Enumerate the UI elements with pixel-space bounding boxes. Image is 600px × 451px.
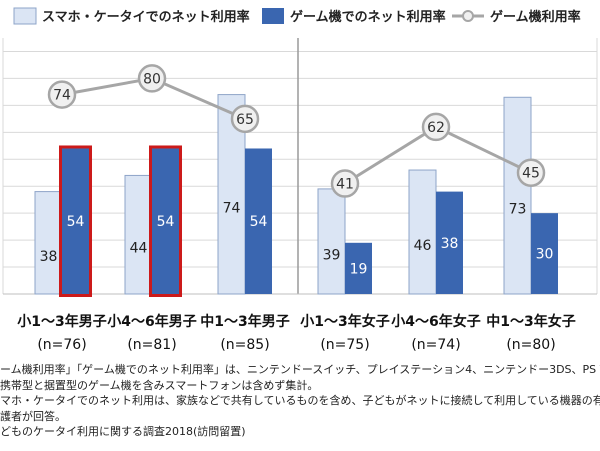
line-value-label: 74: [53, 88, 71, 104]
bar-smartphone: [503, 96, 532, 295]
n-label: (n=75): [320, 337, 369, 353]
bar-smartphone: [317, 188, 346, 295]
n-label: (n=74): [411, 337, 460, 353]
line-marker: [421, 112, 451, 142]
legend-label-game-use: ゲーム機利用率: [490, 9, 581, 25]
bar-game-net: [436, 191, 463, 294]
line-value-label: 62: [427, 120, 445, 136]
legend-marker-icon: [462, 10, 474, 22]
bar-value-smartphone: 74: [223, 200, 241, 216]
line-layer: 74 80 65 41 62 45: [47, 64, 546, 198]
n-label: (n=76): [37, 337, 86, 353]
line-marker: [330, 169, 360, 198]
bar-smartphone: [124, 174, 153, 295]
n-label: (n=80): [506, 337, 555, 353]
bars-layer: [34, 94, 558, 297]
legend: スマホ・ケータイでのネット利用率 ゲーム機でのネット利用率 ゲーム機利用率: [13, 7, 581, 25]
bar-game-net: [152, 148, 179, 294]
legend-swatch-game-net: [262, 8, 284, 24]
bar-value-game-net: 54: [67, 214, 85, 230]
legend-label-smartphone: スマホ・ケータイでのネット利用率: [42, 9, 250, 25]
labels-layer: 38 54 小1～3年男子 (n=76) 44 54 小4～6年男子 (n=81) 74 54 中1…: [17, 200, 575, 353]
bar-game-net: [531, 213, 558, 294]
line-value-label: 80: [143, 71, 161, 87]
legend-label-game-net: ゲーム機でのネット利用率: [290, 9, 446, 25]
footnote-line: マホ・ケータイでのネット利用は、家族などで共有しているものを含め、子どもがネット…: [0, 394, 600, 407]
footnote-line: ーム機利用率」「ゲーム機でのネット利用率」は、ニンテンドースイッチ、プレイステー…: [0, 363, 600, 376]
bar-value-game-net: 19: [350, 261, 368, 277]
legend-swatch-smartphone: [13, 7, 37, 25]
n-label: (n=81): [127, 337, 176, 353]
chart-svg: 74 80 65 41 62 45 38 54 小1～3年男子 (n=76) 44 54 小4～6年男…: [2, 7, 598, 353]
line-marker: [137, 64, 167, 93]
bar-value-smartphone: 73: [509, 202, 527, 218]
bar-smartphone: [34, 191, 63, 295]
n-label: (n=85): [220, 337, 269, 353]
category-label: 小1～3年女子: [300, 313, 389, 330]
footnote-line: 携帯型と据置型のゲーム機を含みスマートフォンは含めず集計。: [0, 378, 319, 392]
line-marker: [516, 158, 546, 187]
footnote-line: 護者が回答。: [0, 409, 66, 423]
category-label: 中1～3年女子: [486, 313, 575, 330]
line-value-label: 45: [522, 166, 540, 182]
line-marker: [47, 80, 77, 109]
category-label: 小1～3年男子: [17, 313, 106, 330]
category-label: 中1～3年男子: [200, 313, 289, 330]
highlight-box: [149, 145, 182, 297]
bar-value-game-net: 30: [536, 247, 554, 263]
bar-value-smartphone: 46: [414, 238, 432, 254]
bar-game-net: [62, 148, 89, 294]
bar-game-net: [245, 148, 272, 294]
bar-value-game-net: 54: [250, 214, 268, 230]
bar-value-smartphone: 38: [40, 249, 58, 265]
footnote-line: どものケータイ利用に関する調査2018(訪問留置): [0, 425, 246, 438]
line-marker: [230, 104, 260, 134]
highlight-box: [59, 145, 92, 297]
line-value-label: 65: [236, 112, 254, 128]
grid-layer: [2, 38, 598, 295]
bar-value-game-net: 38: [441, 236, 459, 252]
line-value-label: 41: [336, 177, 354, 193]
footnotes: ーム機利用率」「ゲーム機でのネット利用率」は、ニンテンドースイッチ、プレイステー…: [0, 362, 600, 440]
category-label: 小4～6年男子: [107, 313, 196, 330]
bar-game-net: [345, 242, 372, 294]
bar-value-smartphone: 44: [130, 241, 148, 257]
bar-value-game-net: 54: [157, 214, 175, 230]
category-label: 小4～6年女子: [391, 313, 480, 330]
bar-value-smartphone: 39: [323, 248, 341, 264]
bar-smartphone: [408, 169, 437, 295]
